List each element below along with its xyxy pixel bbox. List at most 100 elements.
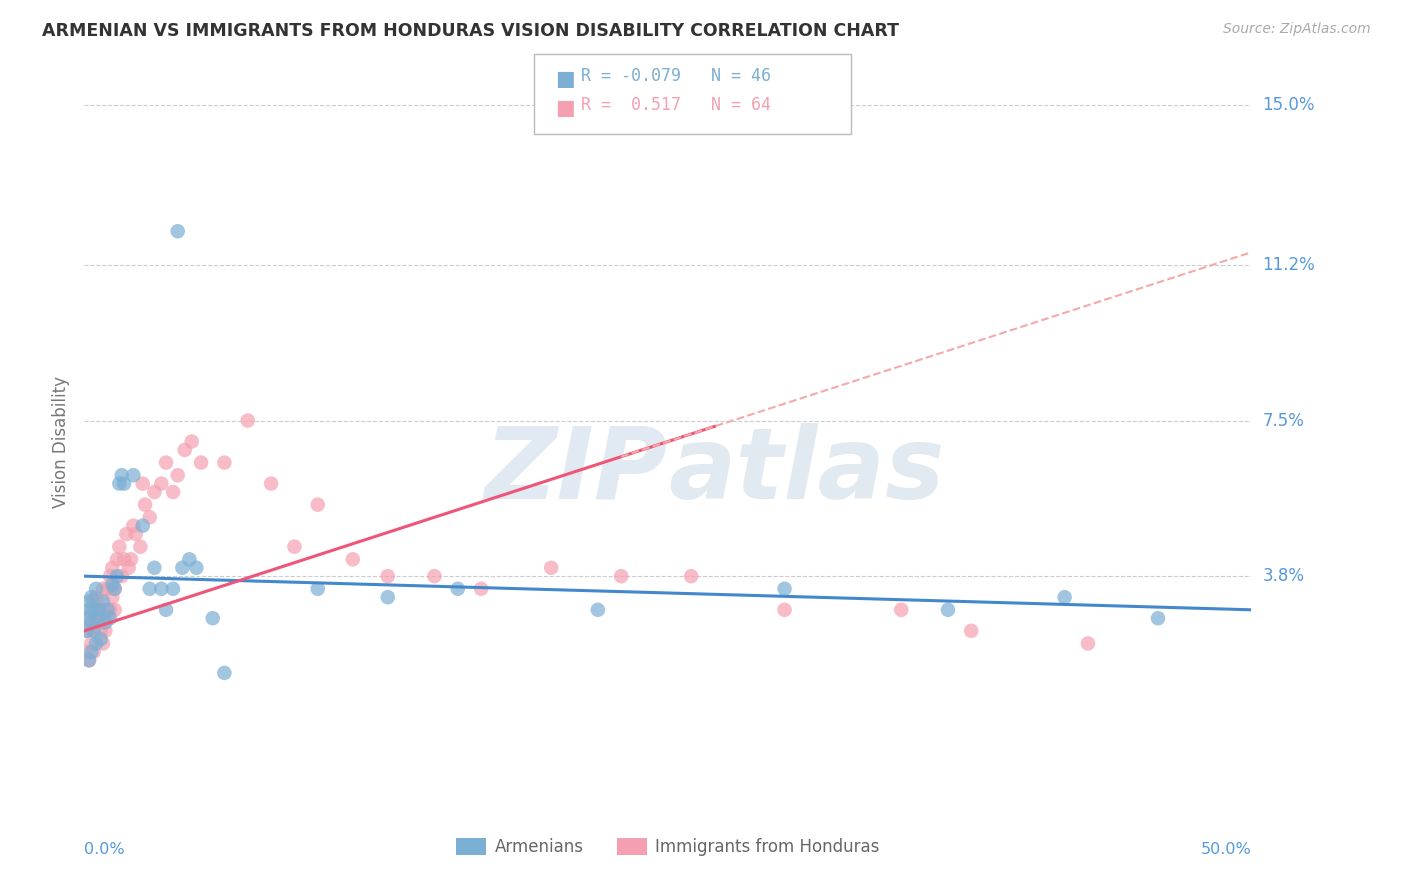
Point	[101, 560, 124, 574]
Point	[105, 552, 128, 566]
Point	[112, 552, 135, 566]
Point	[91, 594, 114, 608]
Point	[307, 498, 329, 512]
Text: Source: ZipAtlas.com: Source: ZipAtlas.com	[1223, 22, 1371, 37]
Point	[138, 582, 160, 596]
Point	[80, 615, 103, 630]
Point	[87, 611, 110, 625]
Point	[681, 569, 703, 583]
Text: 11.2%: 11.2%	[1263, 256, 1315, 274]
Point	[108, 476, 131, 491]
Point	[143, 560, 166, 574]
Point	[97, 611, 120, 625]
Point	[129, 540, 152, 554]
Point	[76, 645, 98, 659]
Text: 3.8%: 3.8%	[1263, 567, 1305, 585]
Point	[773, 582, 796, 596]
Point	[104, 582, 127, 596]
Point	[76, 611, 98, 625]
Point	[76, 624, 98, 638]
Point	[77, 603, 100, 617]
Point	[115, 527, 138, 541]
Text: ARMENIAN VS IMMIGRANTS FROM HONDURAS VISION DISABILITY CORRELATION CHART: ARMENIAN VS IMMIGRANTS FROM HONDURAS VIS…	[42, 22, 900, 40]
Point	[125, 527, 148, 541]
Point	[180, 434, 202, 449]
Point	[960, 624, 983, 638]
Text: atlas: atlas	[668, 423, 945, 520]
Point	[98, 569, 121, 583]
Point	[83, 594, 105, 608]
Point	[104, 603, 127, 617]
Point	[610, 569, 633, 583]
Point	[76, 624, 98, 638]
Point	[77, 594, 100, 608]
Point	[132, 518, 155, 533]
Point	[111, 569, 134, 583]
Point	[342, 552, 364, 566]
Point	[77, 653, 100, 667]
Point	[773, 603, 796, 617]
Point	[1077, 636, 1099, 650]
Point	[214, 665, 236, 680]
Point	[190, 456, 212, 470]
Point	[166, 224, 188, 238]
Point	[173, 442, 195, 457]
Point	[94, 615, 117, 630]
Point	[166, 468, 188, 483]
Point	[134, 498, 156, 512]
Point	[155, 603, 177, 617]
Point	[138, 510, 160, 524]
Point	[87, 594, 110, 608]
Point	[80, 590, 103, 604]
Text: 50.0%: 50.0%	[1201, 842, 1251, 857]
Text: ZIP: ZIP	[485, 423, 668, 520]
Point	[377, 590, 399, 604]
Point	[98, 603, 121, 617]
Point	[97, 603, 120, 617]
Text: ■: ■	[555, 98, 575, 118]
Point	[132, 476, 155, 491]
Point	[98, 611, 121, 625]
Point	[83, 603, 105, 617]
Point	[101, 577, 124, 591]
Point	[80, 645, 103, 659]
Point	[108, 540, 131, 554]
Point	[122, 518, 145, 533]
Point	[84, 611, 107, 625]
Point	[84, 582, 107, 596]
Point	[91, 636, 114, 650]
Point	[90, 632, 112, 647]
Point	[423, 569, 446, 583]
Point	[936, 603, 959, 617]
Legend: Armenians, Immigrants from Honduras: Armenians, Immigrants from Honduras	[450, 831, 886, 863]
Text: ■: ■	[555, 69, 575, 88]
Point	[470, 582, 492, 596]
Point	[112, 476, 135, 491]
Point	[283, 540, 305, 554]
Point	[84, 636, 107, 650]
Point	[84, 590, 107, 604]
Text: 7.5%: 7.5%	[1263, 411, 1305, 430]
Point	[122, 468, 145, 483]
Point	[77, 611, 100, 625]
Point	[83, 645, 105, 659]
Point	[150, 582, 173, 596]
Point	[143, 485, 166, 500]
Point	[118, 560, 141, 574]
Point	[83, 624, 105, 638]
Point	[1147, 611, 1170, 625]
Point	[90, 624, 112, 638]
Point	[150, 476, 173, 491]
Point	[80, 636, 103, 650]
Point	[179, 552, 201, 566]
Point	[77, 653, 100, 667]
Point	[586, 603, 609, 617]
Point	[540, 560, 562, 574]
Point	[260, 476, 283, 491]
Point	[447, 582, 470, 596]
Y-axis label: Vision Disability: Vision Disability	[52, 376, 70, 508]
Point	[94, 603, 117, 617]
Point	[890, 603, 912, 617]
Point	[94, 624, 117, 638]
Point	[155, 456, 177, 470]
